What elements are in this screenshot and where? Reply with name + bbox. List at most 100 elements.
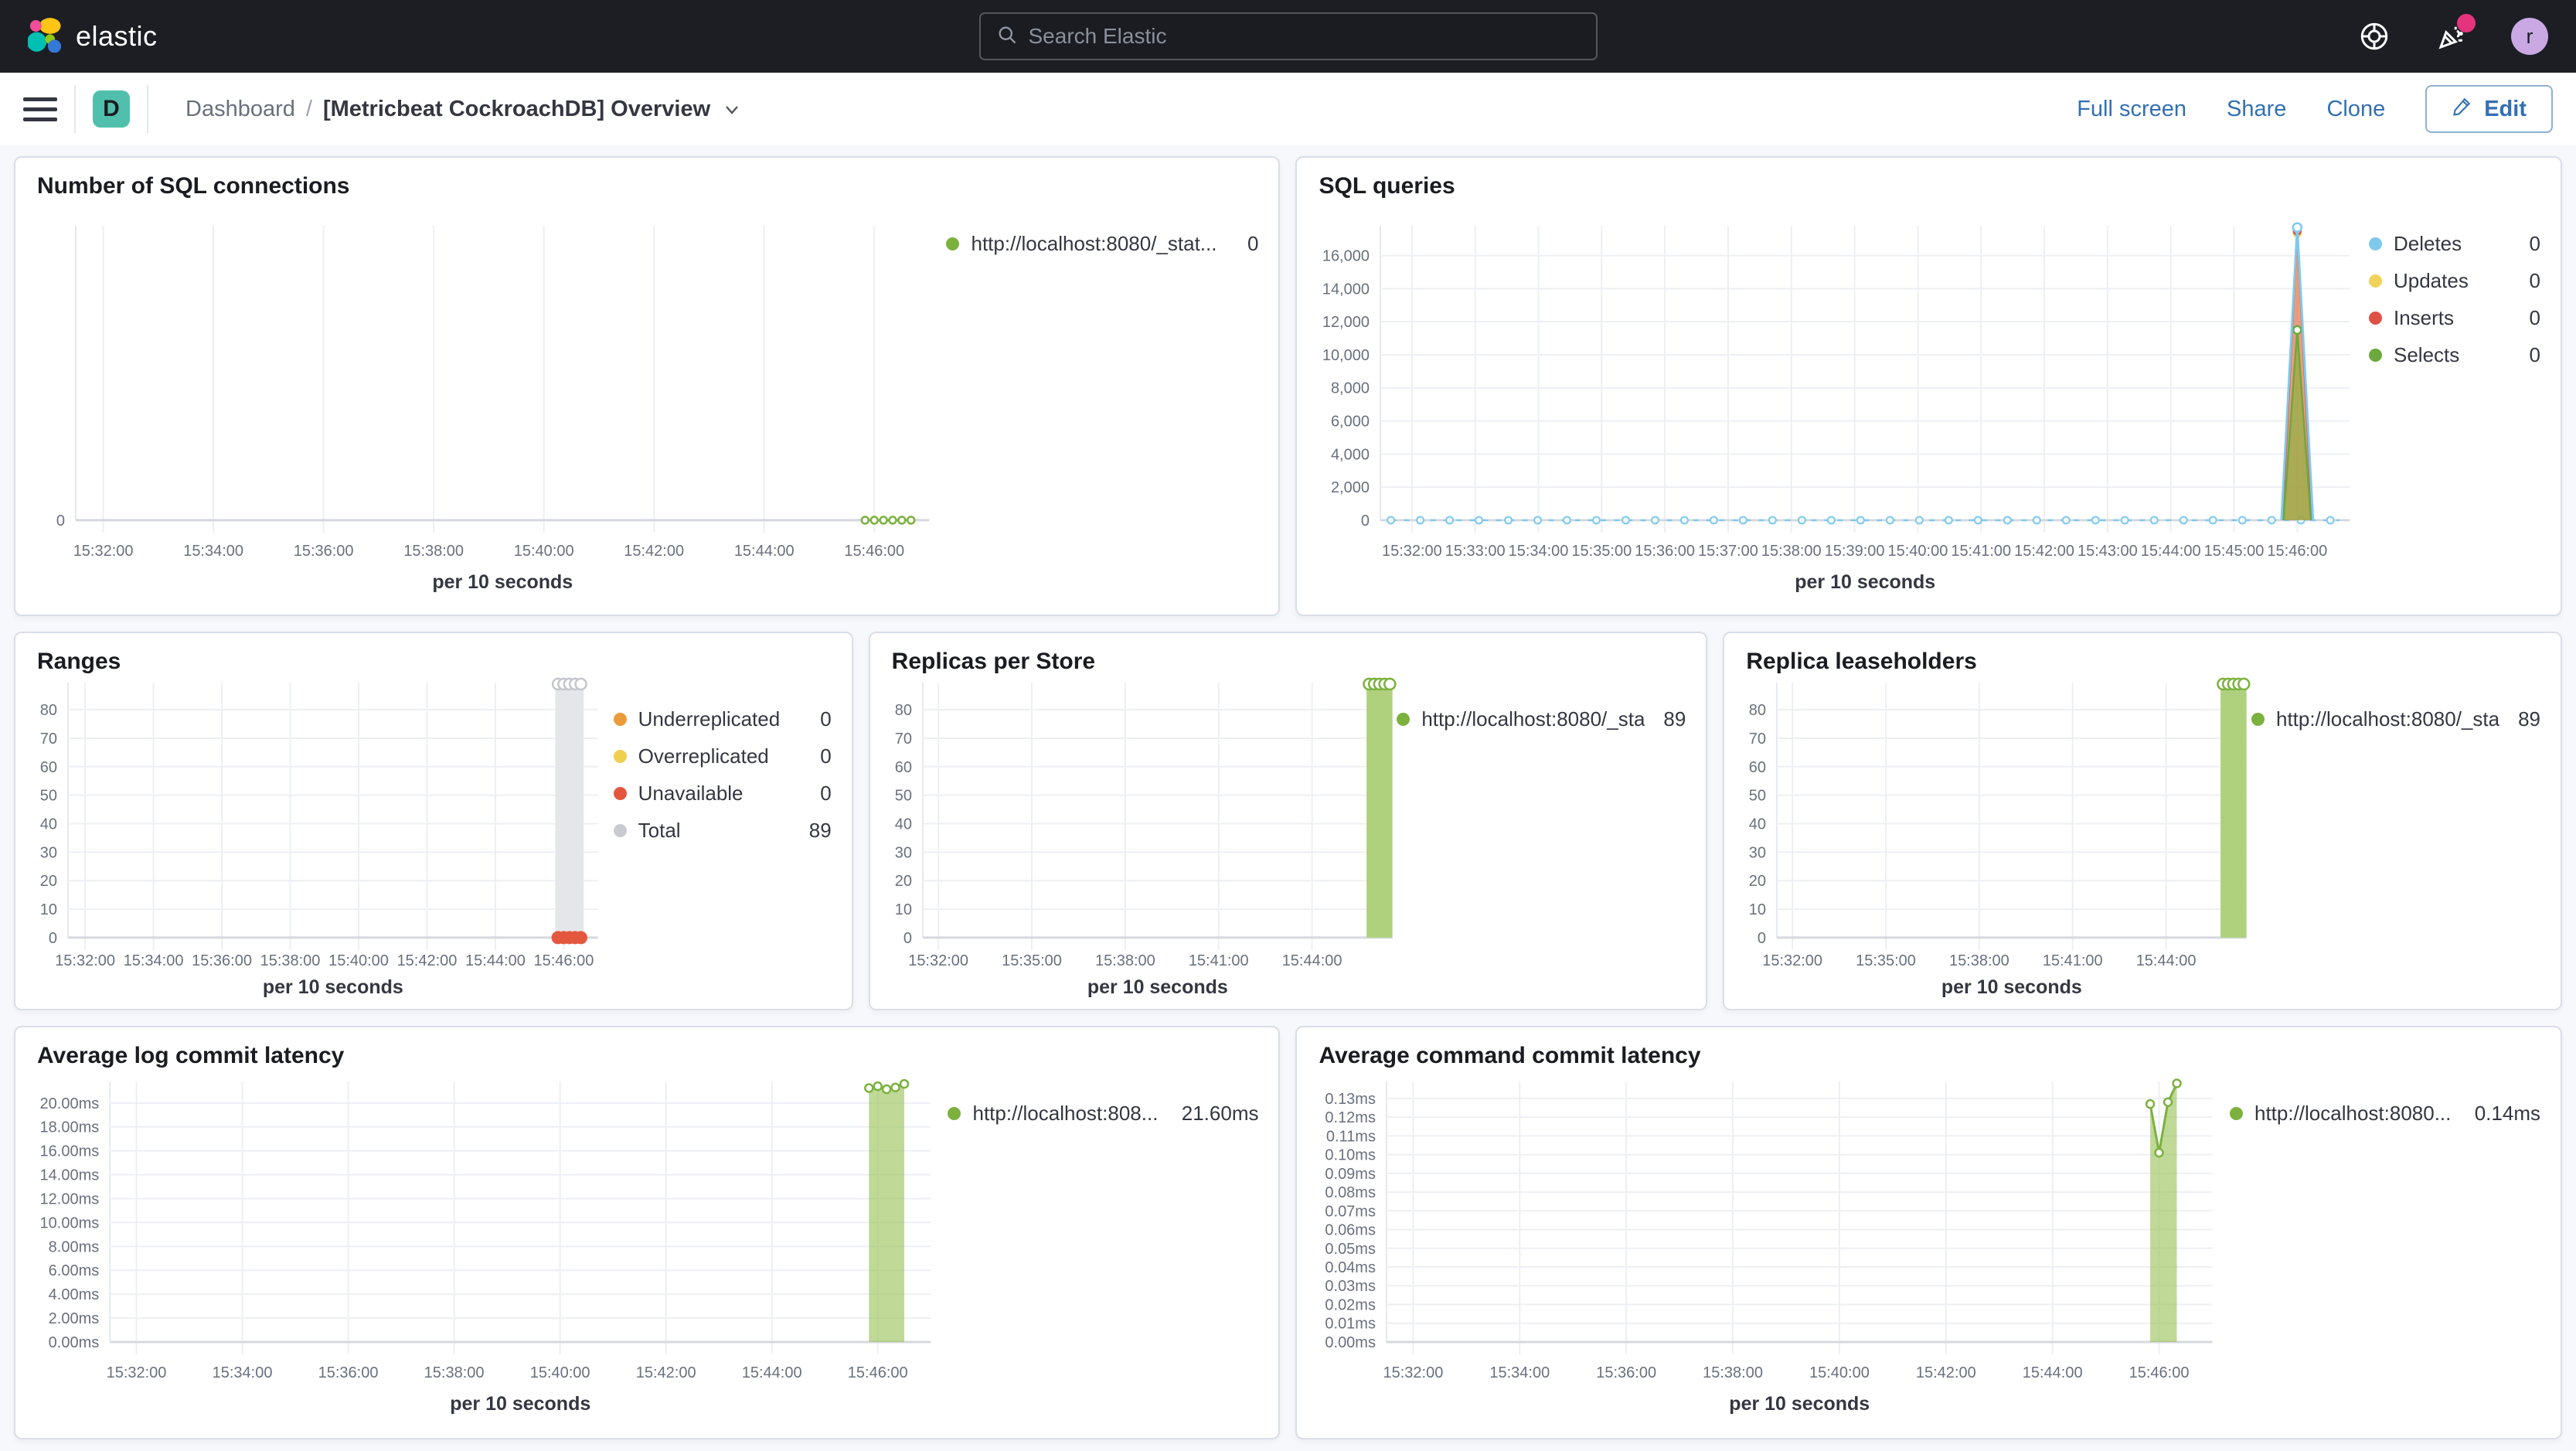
svg-text:per 10 seconds: per 10 seconds bbox=[432, 571, 573, 593]
legend-label: Deletes bbox=[2393, 232, 2462, 255]
legend-item[interactable]: Inserts 0 bbox=[2368, 306, 2540, 330]
full-screen-button[interactable]: Full screen bbox=[2077, 96, 2187, 121]
svg-text:15:46:00: 15:46:00 bbox=[2129, 1364, 2190, 1381]
legend-dot-icon bbox=[2251, 713, 2265, 726]
svg-text:0: 0 bbox=[49, 930, 57, 947]
svg-text:15:38:00: 15:38:00 bbox=[1095, 952, 1155, 969]
svg-text:15:38:00: 15:38:00 bbox=[1949, 952, 2009, 969]
legend-value: 0 bbox=[820, 707, 832, 731]
svg-text:15:32:00: 15:32:00 bbox=[908, 952, 968, 969]
legend-dot-icon bbox=[948, 1107, 961, 1120]
legend-item[interactable]: Unavailable 0 bbox=[613, 782, 832, 806]
legend-label: Unavailable bbox=[638, 782, 744, 805]
global-search[interactable] bbox=[978, 12, 1598, 60]
space-badge[interactable]: D bbox=[93, 90, 130, 128]
breadcrumb-dashboard-link[interactable]: Dashboard bbox=[185, 96, 295, 121]
svg-text:15:42:00: 15:42:00 bbox=[624, 543, 684, 560]
legend-item[interactable]: Overreplicated 0 bbox=[613, 744, 832, 768]
search-input[interactable] bbox=[1028, 24, 1581, 49]
news-icon[interactable] bbox=[2434, 14, 2476, 54]
svg-text:6,000: 6,000 bbox=[1331, 414, 1370, 431]
legend-label: http://localhost:8080/_sta... bbox=[1421, 707, 1645, 731]
edit-button[interactable]: Edit bbox=[2425, 85, 2553, 133]
legend-item[interactable]: http://localhost:8080/_sta... 89 bbox=[2251, 707, 2540, 731]
svg-text:0.12ms: 0.12ms bbox=[1325, 1109, 1376, 1126]
svg-text:15:38:00: 15:38:00 bbox=[1761, 543, 1822, 560]
svg-text:15:40:00: 15:40:00 bbox=[514, 543, 574, 560]
svg-text:15:41:00: 15:41:00 bbox=[2043, 952, 2103, 969]
svg-text:15:34:00: 15:34:00 bbox=[183, 543, 243, 560]
legend-item[interactable]: Selects 0 bbox=[2368, 343, 2540, 367]
svg-text:per 10 seconds: per 10 seconds bbox=[263, 976, 403, 998]
dashboard-grid: Number of SQL connections 0 15:32:00 15:34:… bbox=[0, 145, 2576, 1450]
panel-title-ranges: Ranges bbox=[37, 649, 121, 674]
legend-value: 89 bbox=[1663, 707, 1686, 731]
legend-dot-icon bbox=[613, 713, 627, 726]
svg-text:15:40:00: 15:40:00 bbox=[530, 1364, 590, 1381]
svg-text:0: 0 bbox=[1361, 513, 1370, 530]
legend-label: Updates bbox=[2393, 269, 2469, 292]
legend-sql-connections: http://localhost:8080/_stat... 0 bbox=[946, 158, 1278, 615]
clone-button[interactable]: Clone bbox=[2326, 96, 2386, 121]
legend-label: Inserts bbox=[2393, 306, 2455, 329]
svg-text:15:35:00: 15:35:00 bbox=[1856, 952, 1916, 969]
svg-text:60: 60 bbox=[1749, 759, 1766, 776]
search-icon bbox=[996, 24, 1018, 49]
svg-text:per 10 seconds: per 10 seconds bbox=[1795, 571, 1936, 593]
legend-item[interactable]: http://localhost:808... 21.60ms bbox=[948, 1102, 1258, 1126]
toolbar-divider bbox=[74, 85, 76, 133]
chevron-down-icon[interactable] bbox=[723, 100, 741, 118]
svg-text:0.11ms: 0.11ms bbox=[1326, 1128, 1376, 1145]
svg-text:15:46:00: 15:46:00 bbox=[844, 543, 904, 560]
svg-text:15:41:00: 15:41:00 bbox=[1188, 952, 1248, 969]
svg-text:60: 60 bbox=[40, 759, 57, 776]
svg-text:20: 20 bbox=[894, 873, 911, 890]
svg-text:15:45:00: 15:45:00 bbox=[2204, 543, 2265, 560]
svg-text:0.03ms: 0.03ms bbox=[1325, 1278, 1376, 1295]
svg-text:15:40:00: 15:40:00 bbox=[328, 952, 389, 969]
help-icon[interactable] bbox=[2357, 19, 2392, 54]
legend-dot-icon bbox=[613, 824, 627, 837]
legend-dot-icon bbox=[613, 787, 627, 800]
legend-item[interactable]: Deletes 0 bbox=[2368, 232, 2540, 256]
svg-text:70: 70 bbox=[894, 731, 911, 748]
chart-sql-queries: 0 2,000 4,000 6,000 8,000 10,000 12,000 14,000 1… bbox=[1322, 222, 2350, 593]
legend-dot-icon bbox=[946, 237, 960, 250]
svg-text:15:42:00: 15:42:00 bbox=[2015, 543, 2075, 560]
svg-text:0.09ms: 0.09ms bbox=[1325, 1166, 1376, 1183]
hamburger-icon[interactable] bbox=[23, 92, 57, 126]
breadcrumb: Dashboard / [Metricbeat CockroachDB] Ove… bbox=[185, 97, 741, 122]
share-button[interactable]: Share bbox=[2227, 96, 2287, 121]
elastic-logo[interactable]: elastic bbox=[26, 17, 158, 56]
svg-text:16,000: 16,000 bbox=[1322, 248, 1370, 265]
avatar[interactable]: r bbox=[2511, 18, 2548, 55]
svg-text:15:35:00: 15:35:00 bbox=[1002, 952, 1062, 969]
legend-item[interactable]: Total 89 bbox=[613, 819, 832, 843]
svg-text:0.10ms: 0.10ms bbox=[1325, 1147, 1376, 1164]
legend-item[interactable]: http://localhost:8080/_sta... 89 bbox=[1397, 707, 1686, 731]
svg-text:0: 0 bbox=[56, 513, 65, 530]
toolbar-divider bbox=[147, 85, 148, 133]
legend-item[interactable]: Underreplicated 0 bbox=[613, 707, 832, 731]
legend-item[interactable]: http://localhost:8080/_stat... 0 bbox=[946, 232, 1258, 256]
svg-text:per 10 seconds: per 10 seconds bbox=[1941, 976, 2082, 998]
dashboard-toolbar: D Dashboard / [Metricbeat CockroachDB] O… bbox=[0, 73, 2576, 145]
svg-text:4,000: 4,000 bbox=[1331, 446, 1370, 463]
legend-value: 0 bbox=[2529, 232, 2540, 255]
panel-avg-log-commit-latency: Average log commit latency 0.00ms 2.00ms 4.… bbox=[14, 1026, 1281, 1439]
elastic-logo-icon bbox=[26, 17, 63, 56]
svg-text:8,000: 8,000 bbox=[1331, 380, 1370, 397]
legend-item[interactable]: Updates 0 bbox=[2368, 269, 2540, 293]
svg-text:30: 30 bbox=[894, 844, 911, 861]
svg-text:15:44:00: 15:44:00 bbox=[465, 952, 526, 969]
legend-dot-icon bbox=[613, 750, 627, 763]
svg-text:40: 40 bbox=[894, 816, 911, 833]
svg-text:15:46:00: 15:46:00 bbox=[848, 1364, 908, 1381]
svg-text:15:44:00: 15:44:00 bbox=[1281, 952, 1342, 969]
svg-text:15:40:00: 15:40:00 bbox=[1810, 1364, 1870, 1381]
legend-value: 0 bbox=[820, 782, 832, 805]
svg-text:0.07ms: 0.07ms bbox=[1325, 1203, 1376, 1220]
legend-item[interactable]: http://localhost:8080... 0.14ms bbox=[2229, 1102, 2540, 1126]
svg-text:0: 0 bbox=[1758, 930, 1766, 947]
page-title: [Metricbeat CockroachDB] Overview bbox=[322, 96, 711, 121]
